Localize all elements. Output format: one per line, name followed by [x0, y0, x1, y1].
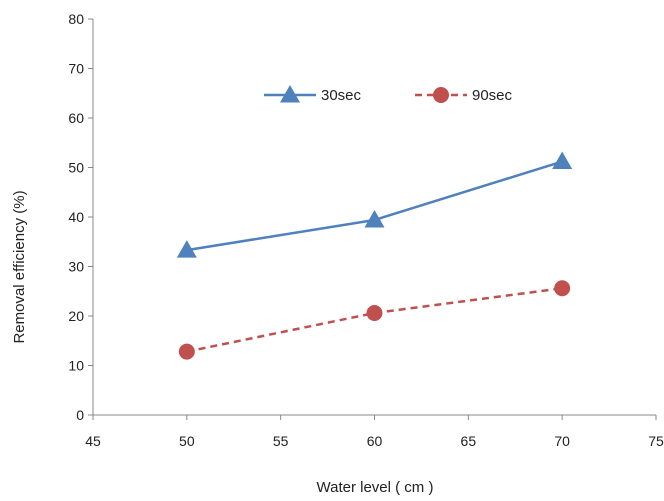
data-point [178, 343, 195, 360]
series-line [186, 287, 563, 353]
series-90sec [178, 280, 571, 360]
data-point [552, 151, 573, 170]
y-tick-label: 60 [68, 110, 84, 126]
legend-marker [433, 87, 449, 103]
y-tick-label: 0 [76, 407, 84, 423]
y-tick-label: 50 [68, 160, 84, 176]
y-tick-label: 20 [68, 308, 84, 324]
data-point [364, 209, 385, 228]
y-tick-label: 40 [68, 209, 84, 225]
y-axis-title: Removal efficiency (%) [11, 190, 28, 343]
x-tick-label: 50 [179, 433, 195, 449]
legend-entry: 90sec [415, 87, 513, 104]
series-layer [176, 151, 573, 360]
y-tick-label: 30 [68, 259, 84, 275]
y-tick-label: 70 [68, 61, 84, 77]
legend-entry: 30sec [264, 85, 362, 104]
x-tick-label: 70 [554, 433, 570, 449]
series-line [186, 160, 563, 252]
data-point [366, 305, 383, 322]
legend-label: 90sec [472, 87, 513, 104]
legend: 30sec 90sec [264, 85, 513, 104]
y-tick-label: 80 [68, 11, 84, 27]
x-tick-label: 75 [648, 433, 664, 449]
legend-marker [280, 85, 300, 103]
x-tick-label: 60 [367, 433, 383, 449]
y-tick-label: 10 [68, 358, 84, 374]
x-axis-title: Water level ( cm ) [317, 479, 434, 496]
data-point [554, 280, 571, 297]
series-30sec [176, 151, 573, 258]
x-tick-label: 55 [273, 433, 289, 449]
data-point [176, 240, 197, 258]
axes: 0 10 20 30 40 50 60 70 80 45 50 55 60 65 70 75 [68, 11, 664, 449]
x-tick-label: 65 [461, 433, 477, 449]
legend-label: 30sec [321, 87, 362, 104]
x-tick-label: 45 [85, 433, 101, 449]
